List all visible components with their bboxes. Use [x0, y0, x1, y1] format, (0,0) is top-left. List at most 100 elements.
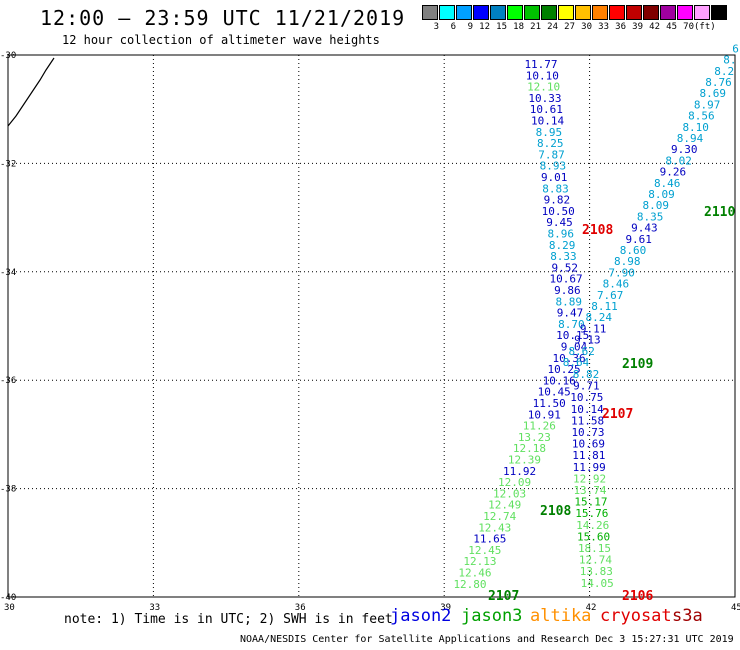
track-time-label: 2107 — [488, 589, 519, 604]
wave-height-label: 9.30 — [671, 143, 698, 156]
wave-height-label: 8.24 — [586, 311, 613, 324]
satellite-legend-item: jason3 — [461, 606, 523, 626]
wave-height-label: 12.10 — [527, 81, 560, 94]
wave-height-label: 8.02 — [665, 154, 692, 167]
lat-tick-label: -36 — [0, 376, 16, 386]
wave-height-label: 14.26 — [576, 519, 609, 532]
wave-height-label: 8.33 — [550, 250, 577, 263]
page-title: 12:00 – 23:59 UTC 11/21/2019 — [40, 6, 406, 30]
legend-label: 15 — [496, 22, 507, 32]
legend-label: 30 — [581, 22, 592, 32]
wave-height-label: 9.47 — [557, 307, 584, 320]
wave-height-label: 8.98 — [614, 255, 641, 268]
wave-height-label: 9.11 — [580, 322, 607, 335]
wave-height-label: 8.25 — [537, 137, 564, 150]
wave-height-label: 9.86 — [554, 284, 581, 297]
wave-height-label: 8.60 — [620, 244, 647, 257]
wave-height-label: 12.45 — [468, 544, 501, 557]
wave-height-label: 12.43 — [478, 521, 511, 534]
legend-swatch — [660, 5, 676, 20]
legend-label: 33 — [598, 22, 609, 32]
wave-height-label: 7.67 — [597, 289, 624, 302]
wave-height-label: 12.80 — [453, 578, 486, 591]
wave-height-label: 9.13 — [574, 334, 601, 347]
color-legend — [422, 5, 728, 20]
legend-swatch — [558, 5, 574, 20]
wave-height-label: 8.89 — [555, 295, 582, 308]
wave-height-label: 8.11 — [591, 300, 618, 313]
wave-height-label: 11.92 — [503, 465, 536, 478]
legend-swatch — [507, 5, 523, 20]
wave-height-label: 8.83 — [542, 182, 569, 195]
wave-height-label: 8.09 — [643, 199, 670, 212]
wave-height-label: 11.81 — [572, 449, 605, 462]
wave-height-label: 7.90 — [608, 266, 635, 279]
wave-height-label: 12.03 — [493, 487, 526, 500]
wave-height-label: 8.93 — [540, 160, 567, 173]
wave-height-label: 8.29 — [549, 239, 576, 252]
wave-height-label: 11.77 — [524, 58, 557, 71]
wave-height-label: 8.97 — [694, 98, 721, 111]
lat-tick-label: -38 — [0, 485, 16, 495]
legend-swatch — [643, 5, 659, 20]
lat-tick-label: -30 — [0, 51, 16, 61]
footnote: note: 1) Time is in UTC; 2) SWH is in fe… — [64, 612, 393, 627]
lon-tick-label: 42 — [586, 603, 597, 613]
legend-label: 9 — [467, 22, 473, 32]
wave-height-label: 11.58 — [571, 414, 604, 427]
wave-height-label: 8.82 — [573, 368, 600, 381]
satellite-legend-item: cryosat — [600, 606, 672, 626]
legend-swatch — [541, 5, 557, 20]
legend-swatch — [677, 5, 693, 20]
legend-swatch — [711, 5, 727, 20]
wave-height-label: 12.09 — [498, 476, 531, 489]
wave-height-label: 8.09 — [648, 188, 675, 201]
track-time-label: 2109 — [622, 357, 653, 372]
wave-height-label: 10.75 — [570, 391, 603, 404]
wave-height-label: 13.74 — [573, 484, 606, 497]
satellite-legend-item: altika — [530, 606, 592, 626]
wave-height-label: 10.14 — [571, 403, 604, 416]
wave-height-label: 12.92 — [573, 472, 606, 485]
wave-height-label: 9.26 — [660, 166, 687, 179]
legend-label: 39 — [632, 22, 643, 32]
wave-height-label: 10.14 — [531, 115, 564, 128]
page-subtitle: 12 hour collection of altimeter wave hei… — [62, 33, 380, 47]
wave-height-label: 15.17 — [574, 496, 607, 509]
lon-tick-label: 33 — [149, 603, 160, 613]
wave-height-label: 12.18 — [513, 442, 546, 455]
lat-tick-label: -34 — [0, 268, 16, 278]
legend-label: 18 — [513, 22, 524, 32]
wave-height-label: 12.74 — [579, 554, 612, 567]
map-frame — [7, 54, 736, 598]
track-time-label: 2108 — [582, 223, 613, 238]
wave-height-label: 12.49 — [488, 499, 521, 512]
wave-height-label: 15.76 — [575, 507, 608, 520]
wave-height-label: 8.95 — [536, 126, 563, 139]
lat-tick-label: -40 — [0, 593, 16, 603]
wave-height-label: 9.43 — [631, 222, 658, 235]
legend-swatch — [626, 5, 642, 20]
legend-label: 21 — [530, 22, 541, 32]
coastline — [7, 57, 55, 127]
legend-label: 45 — [666, 22, 677, 32]
wave-height-label: 8.96 — [548, 228, 575, 241]
lat-tick-label: -32 — [0, 159, 16, 169]
wave-height-label: 8.2 — [714, 65, 734, 78]
wave-height-label: 10.61 — [530, 103, 563, 116]
wave-height-label: 10.33 — [528, 92, 561, 105]
wave-height-label: 10.36 — [552, 352, 585, 365]
satellite-legend-item: jason2 — [390, 606, 452, 626]
wave-height-label: 11.26 — [523, 420, 556, 433]
wave-height-label: 10.10 — [526, 69, 559, 82]
legend-label: 24 — [547, 22, 558, 32]
wave-height-label: 9.52 — [552, 261, 579, 274]
wave-height-label: 10.15 — [556, 329, 589, 342]
wave-height-label: 13.83 — [580, 565, 613, 578]
legend-swatch — [524, 5, 540, 20]
legend-label: 42 — [649, 22, 660, 32]
wave-height-label: 10.45 — [538, 386, 571, 399]
wave-height-label: 8.46 — [654, 177, 681, 190]
